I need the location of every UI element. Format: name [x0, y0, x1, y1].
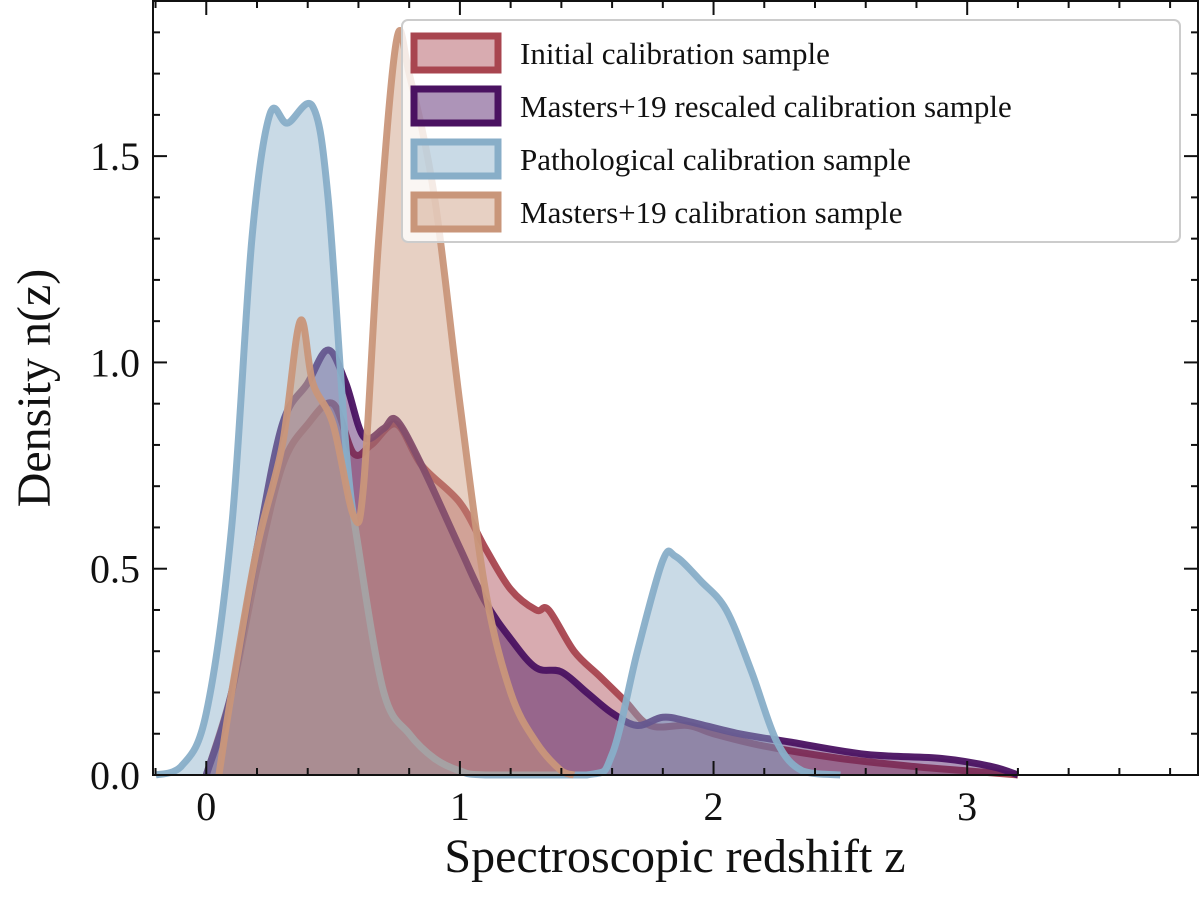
series-line-0: [202, 399, 1019, 779]
legend-entry-3: Masters+19 calibration sample: [520, 195, 903, 230]
x-tick-label: 3: [957, 784, 977, 829]
series-area-2: [155, 103, 841, 775]
legend-swatch-2: [410, 138, 502, 180]
series-line-3: [215, 27, 576, 779]
x-axis-label: Spectroscopic redshift z: [444, 830, 905, 883]
x-tick-label: 2: [704, 784, 724, 829]
legend-entry-1: Masters+19 rescaled calibration sample: [520, 89, 1012, 124]
x-tick-label: 0: [196, 784, 216, 829]
legend-box: [401, 19, 1181, 243]
legend-swatch-3: [410, 191, 502, 233]
legend-entry-2: Pathological calibration sample: [520, 142, 911, 177]
y-tick-label: 0.5: [90, 547, 140, 592]
legend-entry-0: Initial calibration sample: [520, 36, 830, 71]
plot-frame: [152, 0, 1199, 776]
series-line-1: [202, 346, 1020, 779]
y-tick-label: 1.5: [90, 134, 140, 179]
legend-swatch-1: [410, 85, 502, 127]
series-area-1: [206, 350, 1018, 775]
y-tick-label: 0.0: [90, 753, 140, 798]
y-tick-label: 1.0: [90, 340, 140, 385]
axis-ticks: [153, 1, 1198, 776]
x-tick-label: 1: [450, 784, 470, 829]
y-tick-labels: 0.0 0.5 1.0 1.5: [90, 134, 140, 798]
y-axis-label: Density n(z): [8, 269, 61, 508]
x-tick-labels: 0 1 2 3: [196, 784, 977, 829]
legend-swatch-0: [410, 32, 502, 74]
series-area-0: [206, 402, 1018, 775]
legend: Initial calibration sample Masters+19 res…: [401, 19, 1181, 243]
series-line-2: [154, 100, 841, 779]
series-area-3: [218, 30, 575, 775]
series-areas: [154, 27, 1020, 779]
